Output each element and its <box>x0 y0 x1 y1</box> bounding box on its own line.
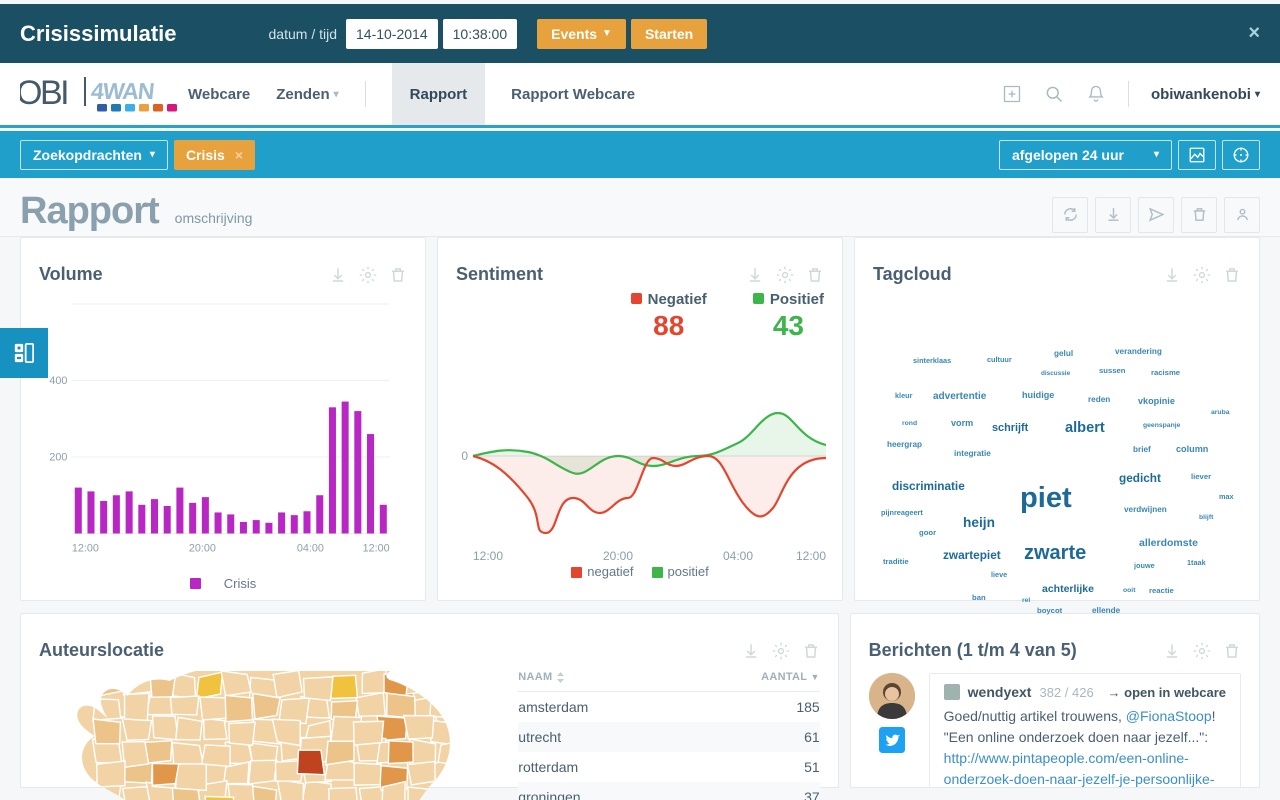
svg-text:12:00: 12:00 <box>363 543 390 555</box>
svg-text:12:00: 12:00 <box>796 549 826 563</box>
svg-text:04:00: 04:00 <box>723 549 753 563</box>
svg-text:200: 200 <box>49 452 67 464</box>
svg-text:12:00: 12:00 <box>72 543 99 555</box>
svg-text:12:00: 12:00 <box>473 549 503 563</box>
svg-text:4WAN: 4WAN <box>90 78 155 104</box>
svg-text:OBI: OBI <box>20 74 67 112</box>
svg-text:20:00: 20:00 <box>603 549 633 563</box>
svg-text:0: 0 <box>461 449 468 463</box>
svg-text:400: 400 <box>49 375 67 387</box>
svg-text:20:00: 20:00 <box>189 543 216 555</box>
svg-text:04:00: 04:00 <box>297 543 324 555</box>
